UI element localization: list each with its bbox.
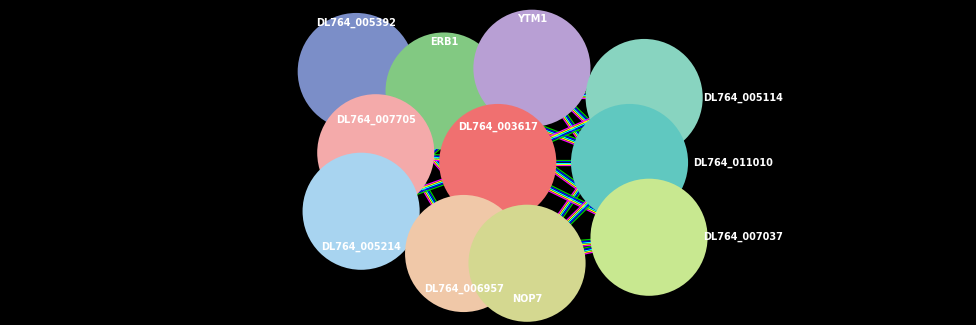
- Ellipse shape: [473, 10, 590, 127]
- Text: NOP7: NOP7: [512, 294, 542, 304]
- Ellipse shape: [405, 195, 522, 312]
- Text: YTM1: YTM1: [517, 15, 547, 24]
- Text: DL764_007037: DL764_007037: [703, 232, 783, 242]
- Text: DL764_003617: DL764_003617: [458, 122, 538, 132]
- Text: DL764_005114: DL764_005114: [703, 92, 783, 103]
- Text: DL764_007705: DL764_007705: [336, 115, 416, 125]
- Ellipse shape: [590, 179, 708, 296]
- Ellipse shape: [298, 13, 415, 130]
- Text: DL764_006957: DL764_006957: [424, 284, 504, 294]
- Text: DL764_005214: DL764_005214: [321, 242, 401, 252]
- Ellipse shape: [317, 94, 434, 211]
- Ellipse shape: [303, 153, 420, 270]
- Text: DL764_005392: DL764_005392: [316, 18, 396, 28]
- Ellipse shape: [439, 104, 556, 221]
- Ellipse shape: [468, 205, 586, 322]
- Ellipse shape: [386, 32, 503, 150]
- Text: ERB1: ERB1: [430, 37, 458, 47]
- Ellipse shape: [571, 104, 688, 221]
- Ellipse shape: [586, 39, 703, 156]
- Text: DL764_011010: DL764_011010: [693, 157, 773, 168]
